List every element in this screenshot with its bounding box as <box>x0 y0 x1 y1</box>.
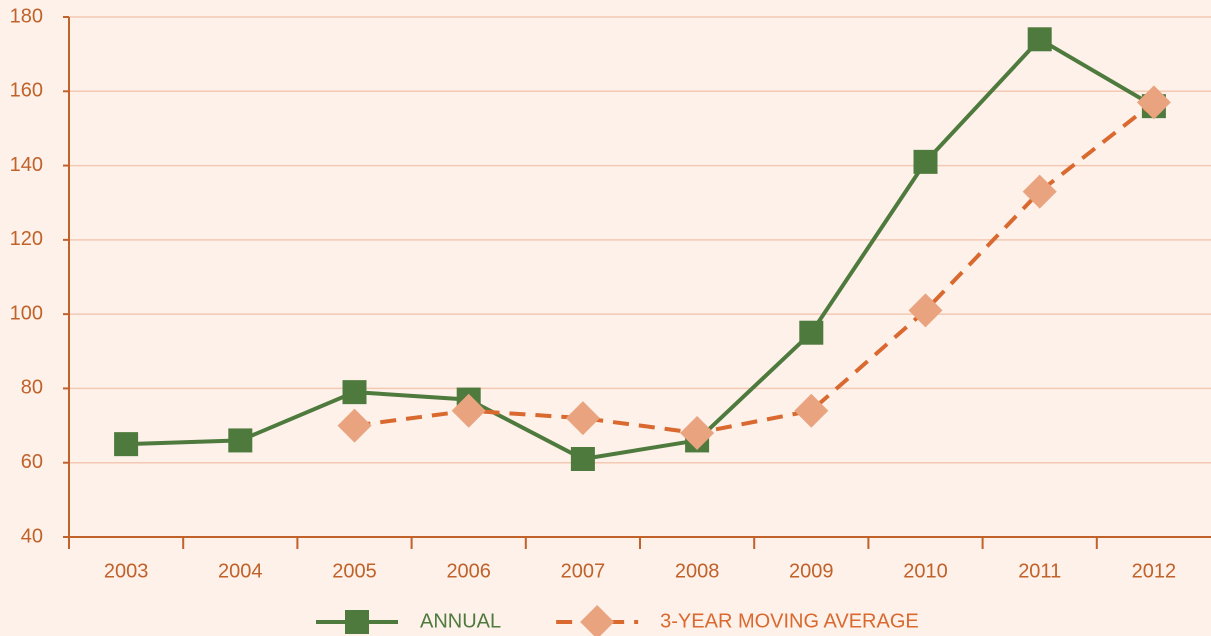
x-tick-label: 2012 <box>1132 560 1177 582</box>
y-tick-label: 160 <box>10 80 43 102</box>
series-line <box>354 100 1156 436</box>
data-point <box>1022 174 1057 209</box>
data-point <box>342 380 367 405</box>
legend-label: 3-YEAR MOVING AVERAGE <box>660 610 919 632</box>
x-tick-label: 2006 <box>446 560 491 582</box>
x-tick-label: 2009 <box>789 560 834 582</box>
data-point <box>228 428 253 453</box>
x-tick-label: 2011 <box>1018 560 1061 582</box>
y-tick-label: 60 <box>21 451 43 473</box>
data-point <box>908 293 943 328</box>
data-point <box>570 447 595 471</box>
data-point <box>114 432 139 457</box>
data-point <box>337 408 372 443</box>
x-tick-label: 2007 <box>561 560 606 582</box>
x-tick-label: 2004 <box>218 560 263 582</box>
data-point <box>794 393 829 428</box>
x-tick-label: 2005 <box>332 560 377 582</box>
y-tick-label: 180 <box>10 5 43 27</box>
y-tick-label: 140 <box>10 154 43 176</box>
legend-marker <box>345 610 369 634</box>
y-tick-label: 120 <box>10 228 43 250</box>
x-tick-label: 2008 <box>675 560 720 582</box>
data-point <box>1027 27 1052 52</box>
legend-label: ANNUAL <box>420 610 501 632</box>
data-point <box>565 401 600 436</box>
series-line <box>126 36 1155 462</box>
data-point <box>680 416 715 450</box>
data-point <box>451 393 486 428</box>
y-tick-label: 100 <box>10 302 43 324</box>
data-point <box>799 320 824 345</box>
data-point <box>1136 85 1171 120</box>
x-tick-label: 2003 <box>104 560 149 582</box>
data-point <box>913 149 938 174</box>
y-tick-label: 40 <box>21 525 43 547</box>
y-tick-label: 80 <box>21 377 43 399</box>
legend-marker <box>580 605 615 636</box>
x-tick-label: 2010 <box>903 560 948 582</box>
